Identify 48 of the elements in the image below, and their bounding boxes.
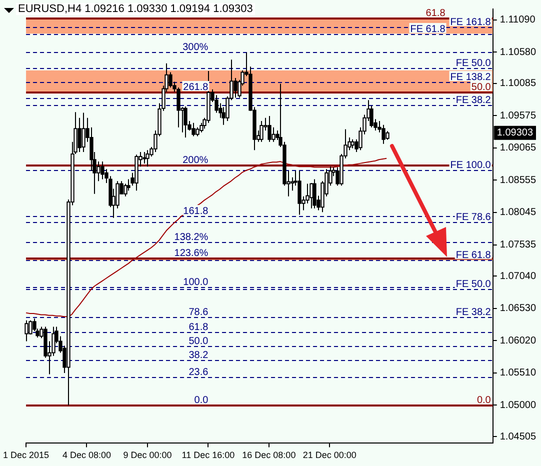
annotation: 0.0 <box>194 394 209 406</box>
ref-line-label: FE 38.2 <box>456 94 492 106</box>
y-tick-label: 1.06020 <box>500 335 536 346</box>
x-tick-label: 16 Dec 08:00 <box>242 450 296 460</box>
y-tick-label: 1.05000 <box>500 400 536 411</box>
y-tick-label: 1.08045 <box>500 207 536 218</box>
ref-line-label: FE 100.0 <box>450 160 492 171</box>
annotation: 138.2% <box>174 232 208 243</box>
y-tick-label: 1.10085 <box>500 78 536 90</box>
annotation: 100.0 <box>183 276 209 288</box>
y-tick-label: 1.06530 <box>500 303 536 314</box>
ref-line-label: FE 61.8 <box>456 250 492 261</box>
annotation: 61.8 <box>188 322 209 333</box>
ref-line-label: FE 161.8 <box>450 16 492 28</box>
x-tick-label: 11 Dec 16:00 <box>182 450 235 460</box>
x-tick-label: 9 Dec 00:00 <box>123 450 172 460</box>
annotation: 38.2 <box>188 350 209 361</box>
y-tick-label: 1.07040 <box>500 270 536 282</box>
annotation: 123.6% <box>174 248 208 259</box>
annotation: 50.0 <box>188 336 209 347</box>
y-tick-label: 1.09065 <box>500 142 536 154</box>
ref-line-label: FE 50.0 <box>456 58 492 69</box>
y-tick-label: 1.05510 <box>500 368 536 379</box>
ref-line-label: FE 38.2 <box>456 306 492 318</box>
y-tick-label: 1.08555 <box>500 174 536 186</box>
annotation: 50.0 <box>471 82 492 93</box>
annotation: 23.6 <box>188 366 209 378</box>
y-tick-label: 1.10580 <box>500 46 536 58</box>
x-tick-label: 1 Dec 2015 <box>2 450 50 460</box>
ref-line-label: FE 138.2 <box>450 72 492 83</box>
annotation: 78.6 <box>188 306 209 318</box>
y-tick-label: 1.11090 <box>500 14 536 26</box>
y-tick-label: 1.09575 <box>500 110 536 122</box>
annotation: 61.8 <box>426 8 446 19</box>
annotation: 300% <box>182 42 208 53</box>
annotation: 161.8 <box>183 206 209 217</box>
ref-line-label: FE 50.0 <box>456 278 492 290</box>
y-tick-label: 1.04505 <box>500 431 536 442</box>
x-tick-label: 4 Dec 08:00 <box>62 450 112 460</box>
y-tick-label: 1.07535 <box>500 240 536 251</box>
text: 1.09303 <box>496 128 534 139</box>
ref-line-label: FE 61.8 <box>410 24 446 35</box>
annotation: 200% <box>182 154 208 166</box>
ref-line-label: FE 78.6 <box>456 212 492 223</box>
annotation: 261.8 <box>183 82 209 93</box>
x-tick-label: 21 Dec 00:00 <box>302 450 356 460</box>
chart-title: EURUSD,H4 1.09216 1.09330 1.09194 1.09303 <box>16 3 255 15</box>
annotation: 0.0 <box>476 394 492 406</box>
